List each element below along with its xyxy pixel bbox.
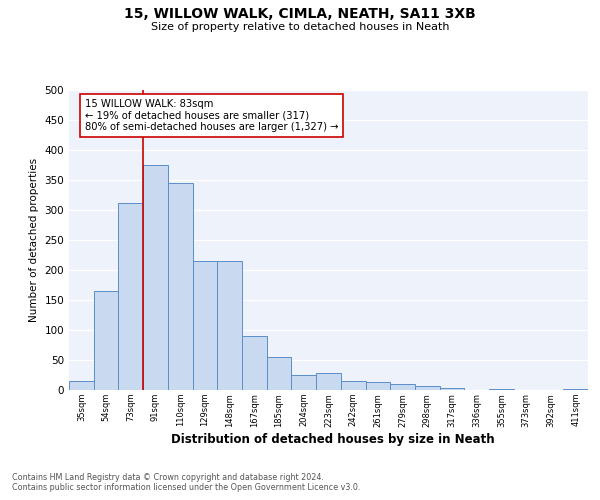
Bar: [69, 381, 94, 390]
Text: 15 WILLOW WALK: 83sqm
← 19% of detached houses are smaller (317)
80% of semi-det: 15 WILLOW WALK: 83sqm ← 19% of detached …: [85, 99, 338, 132]
Bar: [94, 291, 118, 390]
Text: Size of property relative to detached houses in Neath: Size of property relative to detached ho…: [151, 22, 449, 32]
Text: Contains HM Land Registry data © Crown copyright and database right 2024.: Contains HM Land Registry data © Crown c…: [12, 472, 324, 482]
Bar: [316, 373, 341, 390]
Text: 15, WILLOW WALK, CIMLA, NEATH, SA11 3XB: 15, WILLOW WALK, CIMLA, NEATH, SA11 3XB: [124, 8, 476, 22]
Bar: [415, 386, 440, 390]
Bar: [242, 336, 267, 390]
Text: Distribution of detached houses by size in Neath: Distribution of detached houses by size …: [171, 432, 495, 446]
Bar: [292, 375, 316, 390]
Bar: [168, 183, 193, 390]
Bar: [118, 203, 143, 390]
Bar: [440, 388, 464, 390]
Bar: [489, 389, 514, 390]
Text: Contains public sector information licensed under the Open Government Licence v3: Contains public sector information licen…: [12, 484, 361, 492]
Bar: [341, 381, 365, 390]
Bar: [267, 357, 292, 390]
Bar: [193, 261, 217, 390]
Y-axis label: Number of detached properties: Number of detached properties: [29, 158, 39, 322]
Bar: [217, 261, 242, 390]
Bar: [143, 165, 168, 390]
Bar: [390, 384, 415, 390]
Bar: [365, 382, 390, 390]
